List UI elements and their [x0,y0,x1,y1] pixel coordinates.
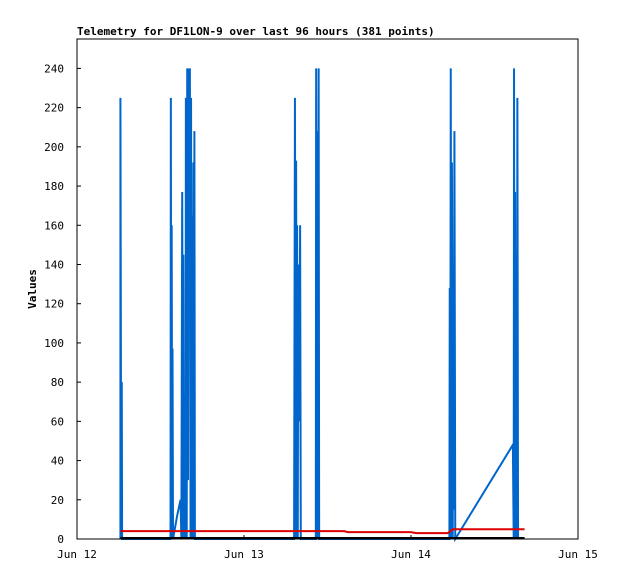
y-tick-label: 220 [44,102,64,115]
x-tick-label: Jun 13 [224,548,264,561]
y-tick-label: 80 [51,376,64,389]
y-tick-label: 240 [44,62,64,75]
y-ticks-layer: 0 20 40 60 80 100 120 140 160 180 200 220 240 [44,62,81,546]
x-tick-label: Jun 12 [57,548,97,561]
y-tick-label: 120 [44,298,64,311]
series-line [119,68,520,543]
y-tick-label: 200 [44,141,64,154]
x-tick-label: Jun 14 [391,548,431,561]
plot-frame [76,38,579,540]
y-tick-label: 60 [51,415,64,428]
series-line [120,528,525,535]
y-tick-label: 160 [44,219,64,232]
y-tick-label: 140 [44,258,64,271]
y-tick-label: 40 [51,455,64,468]
y-axis-label: Values [26,269,39,309]
chart-title: Telemetry for DF1LON-9 over last 96 hour… [77,25,435,38]
series-layer [119,68,525,543]
y-tick-label: 100 [44,337,64,350]
x-ticks-layer: Jun 12 Jun 13 Jun 14 Jun 15 [57,535,598,561]
y-tick-label: 0 [57,533,64,546]
y-tick-label: 20 [51,494,64,507]
y-tick-label: 180 [44,180,64,193]
x-tick-label: Jun 15 [558,548,598,561]
